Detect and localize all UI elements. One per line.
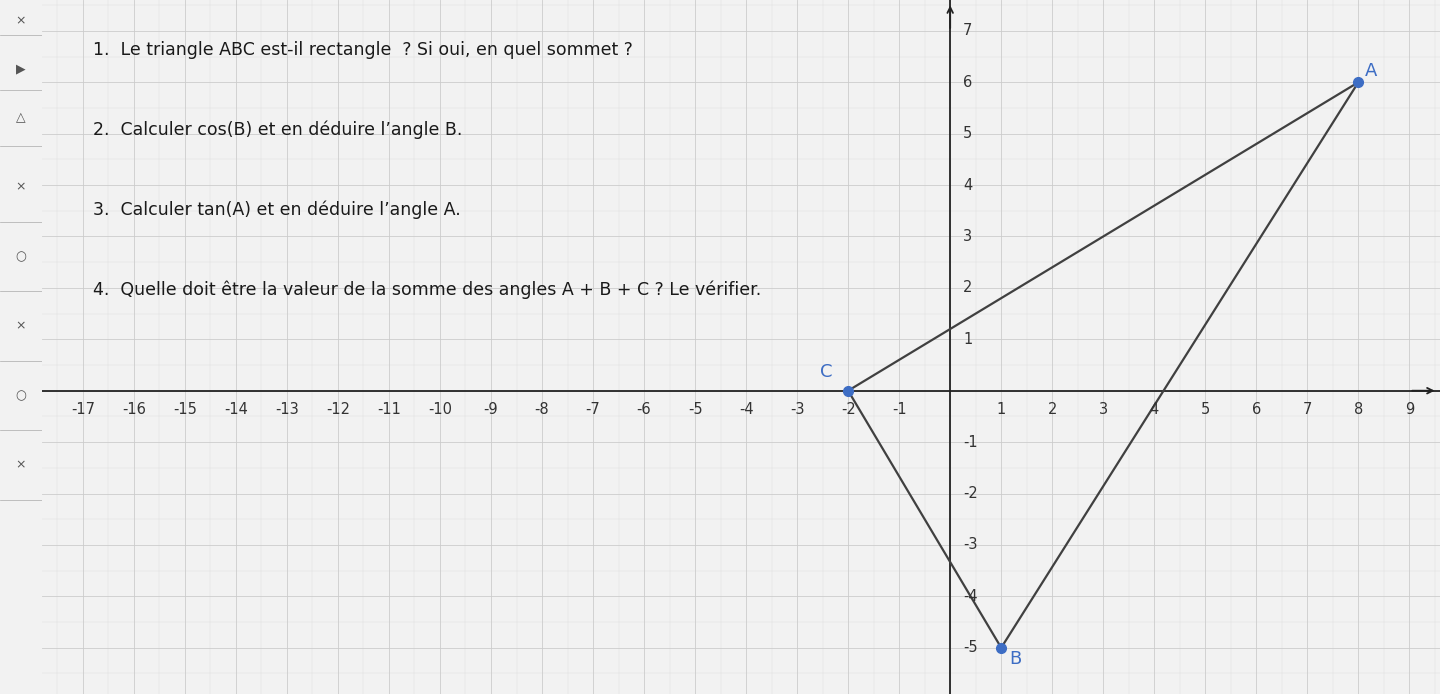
Text: -4: -4 [963, 589, 978, 604]
Text: -4: -4 [739, 402, 753, 417]
Text: -7: -7 [586, 402, 600, 417]
Text: -15: -15 [173, 402, 197, 417]
Text: 2.  Calculer cos(B) et en déduire l’angle B.: 2. Calculer cos(B) et en déduire l’angle… [94, 121, 462, 139]
Text: -10: -10 [428, 402, 452, 417]
Text: -14: -14 [225, 402, 248, 417]
Text: B: B [1009, 650, 1021, 668]
Text: △: △ [16, 112, 26, 124]
Text: 3.  Calculer tan(A) et en déduire l’angle A.: 3. Calculer tan(A) et en déduire l’angle… [94, 201, 461, 219]
Text: -2: -2 [963, 486, 978, 501]
Text: -3: -3 [791, 402, 805, 417]
Text: 4.  Quelle doit être la valeur de la somme des angles A + B + C ? Le vérifier.: 4. Quelle doit être la valeur de la somm… [94, 280, 762, 298]
Text: -8: -8 [534, 402, 549, 417]
Text: 7: 7 [963, 24, 972, 38]
Text: ○: ○ [16, 389, 26, 402]
Text: 8: 8 [1354, 402, 1364, 417]
Text: 2: 2 [963, 280, 972, 296]
Text: 7: 7 [1303, 402, 1312, 417]
Text: -13: -13 [275, 402, 298, 417]
Text: A: A [1365, 62, 1377, 80]
Text: ▶: ▶ [16, 63, 26, 76]
Text: C: C [821, 364, 832, 382]
Text: -3: -3 [963, 537, 978, 552]
Text: 6: 6 [963, 75, 972, 90]
Text: ×: × [16, 320, 26, 332]
Text: -11: -11 [377, 402, 400, 417]
Text: 6: 6 [1251, 402, 1261, 417]
Text: 5: 5 [1201, 402, 1210, 417]
Text: 5: 5 [963, 126, 972, 141]
Text: 4: 4 [963, 178, 972, 192]
Text: 1.  Le triangle ABC est-il rectangle  ? Si oui, en quel sommet ?: 1. Le triangle ABC est-il rectangle ? Si… [94, 41, 634, 59]
Text: -1: -1 [963, 434, 978, 450]
Text: 1: 1 [963, 332, 972, 347]
Text: 2: 2 [1047, 402, 1057, 417]
Text: ×: × [16, 181, 26, 194]
Text: 3: 3 [963, 229, 972, 244]
Text: -2: -2 [841, 402, 855, 417]
Text: 3: 3 [1099, 402, 1107, 417]
Text: ○: ○ [16, 251, 26, 263]
Text: -17: -17 [71, 402, 95, 417]
Text: -5: -5 [688, 402, 703, 417]
Text: 1: 1 [996, 402, 1005, 417]
Text: -6: -6 [636, 402, 651, 417]
Text: -16: -16 [122, 402, 145, 417]
Text: -5: -5 [963, 641, 978, 655]
Text: 9: 9 [1405, 402, 1414, 417]
Text: -9: -9 [484, 402, 498, 417]
Text: ×: × [16, 459, 26, 471]
Text: -12: -12 [325, 402, 350, 417]
Text: 4: 4 [1149, 402, 1159, 417]
Text: ×: × [16, 15, 26, 27]
Text: -1: -1 [891, 402, 907, 417]
